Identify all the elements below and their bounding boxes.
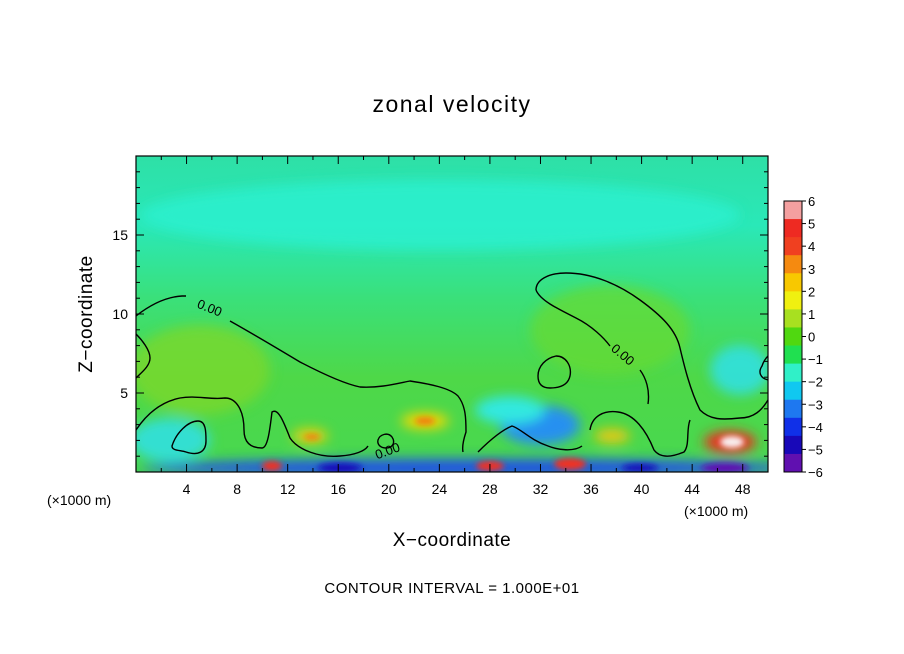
colorbar-swatch <box>784 417 802 437</box>
x-tick-label: 44 <box>684 481 700 497</box>
yellow-patch-38km <box>594 429 630 443</box>
orange-patch-14km <box>304 434 320 440</box>
x-tick-label: 20 <box>381 481 397 497</box>
colorbar-swatch <box>784 381 802 401</box>
cyan-band-top <box>140 180 740 250</box>
x-unit-left: (×1000 m) <box>47 492 111 508</box>
x-tick-label: 8 <box>233 481 241 497</box>
y-tick-label: 10 <box>112 306 128 322</box>
colorbar: 6 5 4 3 2 1 0 −1 −2 −3 −4 −5 −6 <box>783 194 823 480</box>
cyan-region-right <box>710 345 768 395</box>
light-green-region-right <box>530 285 690 375</box>
x-tick-label: 48 <box>735 481 751 497</box>
colorbar-tick-label: −1 <box>808 352 823 367</box>
colorbar-tick-label: −2 <box>808 375 823 390</box>
red-patch-bottom-9km <box>262 461 282 471</box>
contour-line-upper-right-lower <box>535 289 650 405</box>
colorbar-tick-label: −6 <box>808 465 823 480</box>
light-green-region-left <box>136 325 270 415</box>
contour-loop-33km <box>537 355 572 389</box>
purple-patch-bottom-45km <box>701 463 749 472</box>
colorbar-tick-label: 6 <box>808 194 815 209</box>
colorbar-swatch <box>784 453 802 473</box>
x-tick-label: 36 <box>583 481 599 497</box>
y-axis-ticks: 5 10 15 <box>112 171 768 457</box>
red-patch-bottom-34km <box>554 458 586 470</box>
contour-line-right-edge <box>759 355 768 381</box>
y-axis-label: Z−coordinate <box>76 255 97 372</box>
orange-patch-22km <box>415 417 435 425</box>
colorbar-tick-label: 2 <box>808 284 815 299</box>
contour-line-upper-left <box>136 295 467 453</box>
dark-blue-patch-bottom-40km <box>622 464 658 472</box>
y-tick-label: 5 <box>120 385 128 401</box>
colorbar-swatch <box>784 327 802 347</box>
cyan-region-lower-left <box>136 418 210 462</box>
contour-line-center <box>477 425 583 453</box>
colorbar-swatch <box>784 345 802 365</box>
colorbar-tick-label: 0 <box>808 330 815 345</box>
heatmap-field: 0.00 0.00 0.00 <box>136 156 768 472</box>
colorbar-tick-label: 3 <box>808 262 815 277</box>
colorbar-tick-label: −5 <box>808 442 823 457</box>
contour-interval-note: CONTOUR INTERVAL = 1.000E+01 <box>324 580 579 597</box>
x-unit-right: (×1000 m) <box>684 503 748 519</box>
colorbar-swatch <box>784 201 802 220</box>
colorbar-swatch <box>784 399 802 419</box>
dark-blue-patch-bottom-16km <box>318 463 362 472</box>
y-tick-label: 15 <box>112 227 128 243</box>
contour-loop-4km <box>171 420 207 455</box>
cyan-region-center <box>475 396 545 424</box>
x-tick-label: 12 <box>280 481 296 497</box>
colorbar-tick-label: −4 <box>808 420 823 435</box>
colorbar-swatch <box>784 309 802 328</box>
x-tick-label: 28 <box>482 481 498 497</box>
contour-line-right-lower <box>589 410 691 457</box>
red-core-47km <box>720 436 744 448</box>
x-tick-label: 16 <box>330 481 346 497</box>
chart-title: zonal velocity <box>372 91 531 117</box>
x-axis-ticks: 4 8 12 16 20 24 28 32 36 40 44 48 <box>160 156 751 497</box>
colorbar-swatch <box>784 363 802 383</box>
colorbar-tick-label: −3 <box>808 397 823 412</box>
colorbar-swatch <box>784 273 802 292</box>
colorbar-swatch <box>784 435 802 455</box>
contour-line-upper-right <box>535 272 768 420</box>
colorbar-swatch <box>784 219 802 238</box>
colorbar-swatch <box>784 291 802 310</box>
contour-line-lower-left <box>136 396 369 457</box>
contour-line-left-edge <box>136 333 151 379</box>
colorbar-tick-label: 5 <box>808 217 815 232</box>
colorbar-swatch <box>784 237 802 256</box>
x-tick-label: 4 <box>183 481 191 497</box>
x-tick-label: 40 <box>634 481 650 497</box>
colorbar-swatch <box>784 255 802 274</box>
zero-contours <box>136 272 768 457</box>
colorbar-tick-label: 1 <box>808 307 815 322</box>
x-tick-label: 24 <box>432 481 448 497</box>
contour-loop-20km <box>377 433 395 449</box>
blue-band-bottom <box>140 459 768 472</box>
x-axis-label: X−coordinate <box>393 530 512 551</box>
x-tick-label: 32 <box>533 481 549 497</box>
colorbar-tick-label: 4 <box>808 239 815 254</box>
